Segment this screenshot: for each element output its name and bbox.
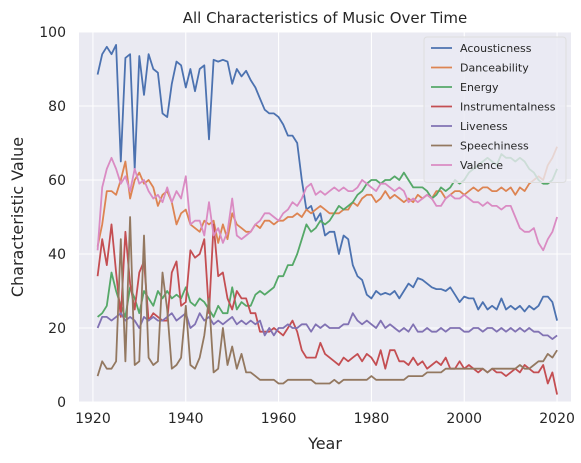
x-tick-label: 2000	[446, 411, 482, 427]
y-tick-label: 60	[48, 173, 66, 189]
legend-label: Liveness	[460, 120, 508, 133]
series-line-valence	[96, 156, 558, 252]
x-axis-label: Year	[307, 434, 342, 453]
legend-label: Danceability	[460, 62, 529, 75]
legend-label: Acousticness	[460, 42, 532, 55]
x-tick-label: 1920	[75, 411, 111, 427]
x-tick-label: 2020	[539, 411, 575, 427]
y-tick-label: 100	[39, 25, 66, 41]
legend-label: Valence	[460, 159, 503, 172]
x-tick-label: 1960	[261, 411, 297, 427]
legend-label: Energy	[460, 81, 499, 94]
x-tick-label: 1980	[354, 411, 390, 427]
y-tick-label: 20	[48, 321, 66, 337]
y-axis-label: Characteristic Value	[8, 137, 27, 297]
axis-ticks: 1920 1940 1960 1980 2000 2020 0 20 40 60 80 100	[39, 25, 575, 427]
series-lines	[96, 44, 558, 395]
series-line-instrumentalness	[96, 223, 558, 395]
legend-label: Speechiness	[460, 140, 529, 153]
chart-title: All Characteristics of Music Over Time	[183, 9, 468, 27]
y-tick-label: 40	[48, 247, 66, 263]
y-tick-label: 0	[57, 395, 66, 411]
series-line-acousticness	[96, 44, 558, 321]
series-line-liveness	[96, 312, 558, 340]
y-tick-label: 80	[48, 99, 66, 115]
series-line-danceability	[96, 146, 558, 247]
x-tick-label: 1940	[168, 411, 204, 427]
legend: Acousticness Danceability Energy Instrument…	[423, 36, 567, 183]
series-line-speechiness	[96, 216, 558, 385]
legend-label: Instrumentalness	[460, 101, 556, 114]
legend-frame	[423, 36, 567, 183]
